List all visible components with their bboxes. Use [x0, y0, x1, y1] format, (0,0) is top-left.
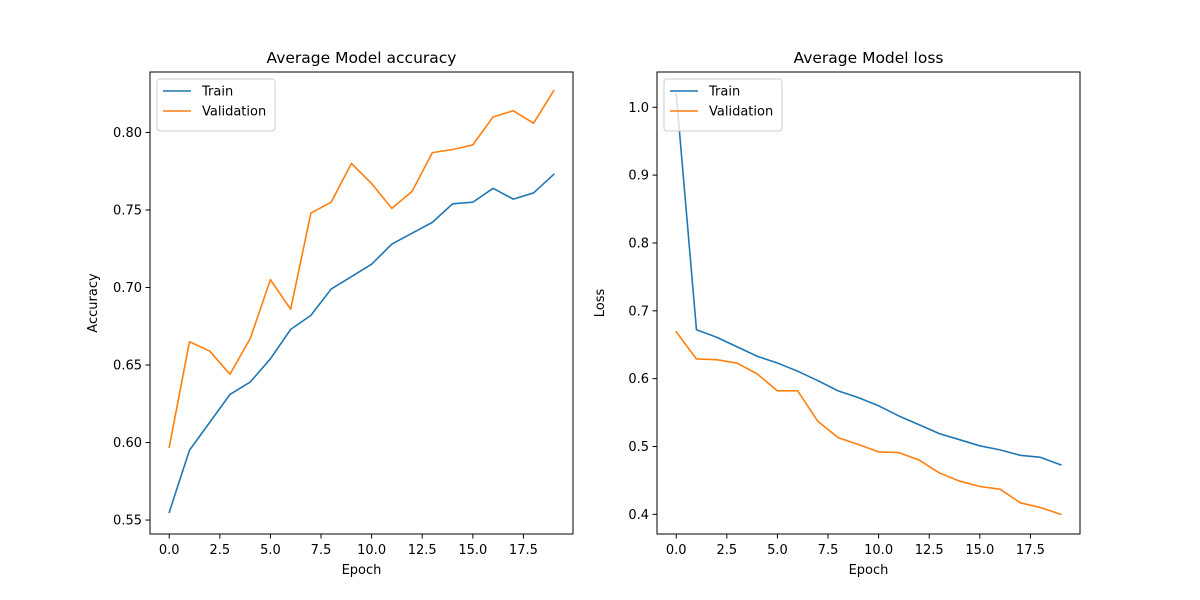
- series-line-train: [675, 92, 1062, 466]
- y-tick-label: 0.70: [113, 281, 142, 296]
- y-tick-label: 1.0: [628, 101, 649, 116]
- legend-label-validation: Validation: [709, 105, 773, 120]
- y-tick-label: 0.6: [628, 372, 649, 387]
- x-axis-label: Epoch: [342, 563, 382, 578]
- legend-label-validation: Validation: [202, 105, 266, 120]
- y-tick-label: 0.55: [113, 514, 142, 529]
- y-tick-label: 0.75: [113, 203, 142, 218]
- x-tick-label: 17.5: [1016, 543, 1045, 558]
- x-tick-label: 7.5: [311, 543, 332, 558]
- x-tick-label: 12.5: [915, 543, 944, 558]
- series-lines: [168, 89, 555, 514]
- y-tick-label: 0.80: [113, 126, 142, 141]
- x-tick-label: 0.0: [666, 543, 687, 558]
- x-tick-label: 12.5: [408, 543, 437, 558]
- y-axis-label: Loss: [593, 289, 608, 318]
- chart-title: Average Model accuracy: [267, 49, 457, 67]
- x-tick-label: 10.0: [864, 543, 893, 558]
- x-tick-label: 5.0: [767, 543, 788, 558]
- legend: Train Validation: [663, 78, 783, 132]
- y-tick-label: 0.5: [628, 440, 649, 455]
- legend-label-train: Train: [708, 85, 740, 100]
- series-line-validation: [675, 330, 1062, 516]
- x-tick-label: 15.0: [965, 543, 994, 558]
- x-tick-label: 15.0: [458, 543, 487, 558]
- axis-ticks: 0.0 2.5 5.0 7.5 10.0 12.5 15.0 17.5 0.55 0.60 0.65…: [113, 126, 538, 558]
- series-line-validation: [168, 89, 555, 449]
- x-tick-label: 10.0: [357, 543, 386, 558]
- y-tick-label: 0.4: [628, 508, 649, 523]
- x-tick-label: 5.0: [260, 543, 281, 558]
- chart-title: Average Model loss: [794, 49, 944, 67]
- y-tick-label: 0.9: [628, 169, 649, 184]
- series-line-train: [168, 173, 555, 514]
- axis-ticks: 0.0 2.5 5.0 7.5 10.0 12.5 15.0 17.5 0.4 0.5 0.6 0.7…: [628, 101, 1045, 558]
- plot-frame: [149, 71, 574, 535]
- accuracy-chart: Average Model accuracy Epoch Accuracy 0.…: [86, 49, 574, 578]
- y-tick-label: 0.60: [113, 436, 142, 451]
- y-tick-label: 0.65: [113, 359, 142, 374]
- x-tick-label: 17.5: [509, 543, 538, 558]
- x-tick-label: 7.5: [818, 543, 839, 558]
- x-tick-label: 0.0: [159, 543, 180, 558]
- y-axis-label: Accuracy: [86, 273, 101, 333]
- y-tick-label: 0.8: [628, 236, 649, 251]
- loss-chart: Average Model loss Epoch Loss 0.0 2.5 5.0 7…: [593, 49, 1081, 578]
- y-tick-label: 0.7: [628, 304, 649, 319]
- legend-box: [156, 78, 276, 132]
- x-tick-label: 2.5: [716, 543, 737, 558]
- legend-box: [663, 78, 783, 132]
- legend-label-train: Train: [201, 85, 233, 100]
- plot-frame: [656, 71, 1081, 535]
- legend: Train Validation: [156, 78, 276, 132]
- series-lines: [675, 92, 1062, 516]
- x-axis-label: Epoch: [849, 563, 889, 578]
- x-tick-label: 2.5: [209, 543, 230, 558]
